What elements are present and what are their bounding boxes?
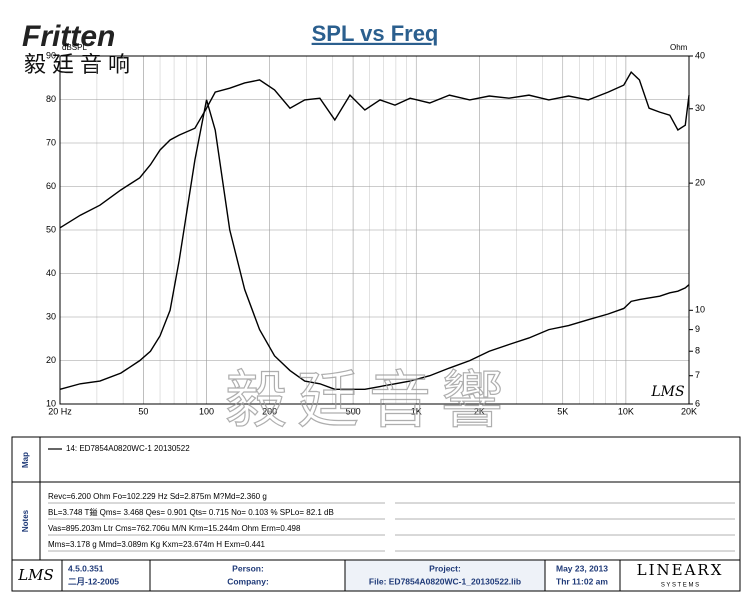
x-tick-label: 1K xyxy=(411,406,422,416)
y2-tick-label: 9 xyxy=(695,324,700,334)
y-tick-label: 10 xyxy=(46,398,56,408)
y2-tick-label: 7 xyxy=(695,370,700,380)
series-line xyxy=(59,99,690,391)
y-axis-label: dBSPL xyxy=(62,43,87,52)
watermark: 毅廷音響 xyxy=(225,366,513,435)
y-tick-label: 40 xyxy=(46,268,56,278)
plot-mark: LMS xyxy=(650,384,684,400)
y-tick-label: 60 xyxy=(46,181,56,191)
y2-axis-label: Ohm xyxy=(670,43,688,52)
x-tick-label: 5K xyxy=(557,406,568,416)
notes-label: Notes xyxy=(21,509,30,532)
chart-title: SPL vs Freq xyxy=(312,21,439,46)
y-tick-label: 20 xyxy=(46,355,56,365)
maker: LINEARX xyxy=(637,561,724,579)
version: 4.5.0.351 xyxy=(68,563,104,573)
plot-area: 20 Hz 50 100 200 500 1K 2K 5K 10K 20K 10 20 30 40 50 60… xyxy=(46,50,705,416)
person: Person: xyxy=(232,563,264,573)
y2-tick-label: 10 xyxy=(695,305,705,315)
brand: Fritten xyxy=(22,20,115,53)
y-tick-label: 70 xyxy=(46,137,56,147)
date: May 23, 2013 xyxy=(556,563,608,573)
y2-tick-label: 40 xyxy=(695,50,705,60)
note-line: Revc=6.200 Ohm Fo=102.229 Hz Sd=2.875m M… xyxy=(48,492,267,501)
file: File: ED7854A0820WC-1_20130522.lib xyxy=(369,576,521,586)
note-line: BL=3.748 T鎰 Qms= 3.468 Qes= 0.901 Qts= 0… xyxy=(48,507,334,517)
y2-tick-label: 8 xyxy=(695,346,700,356)
x-tick-label: 200 xyxy=(262,406,277,416)
y-tick-label: 50 xyxy=(46,224,56,234)
x-tick-label: 2K xyxy=(474,406,485,416)
y-tick-label: 80 xyxy=(46,94,56,104)
y2-tick-label: 30 xyxy=(695,103,705,113)
x-tick-label: 10K xyxy=(618,406,634,416)
footer: LMS 4.5.0.351 二月-12-2005 Person: Company… xyxy=(17,559,724,592)
y2-tick-label: 20 xyxy=(695,178,705,188)
note-line: Mms=3.178 g Mmd=3.089m Kg Kxm=23.674m H … xyxy=(48,540,266,549)
time: Thr 11:02 am xyxy=(556,576,608,586)
map-label: Map xyxy=(21,452,30,468)
x-tick-label: 20 Hz xyxy=(48,406,72,416)
notes: Revc=6.200 Ohm Fo=102.229 Hz Sd=2.875m M… xyxy=(48,492,735,552)
legend-label: 14: ED7854A0820WC-1 20130522 xyxy=(66,444,190,453)
x-tick-label: 20K xyxy=(681,406,697,416)
maker-sub: S Y S T E M S xyxy=(661,583,699,589)
project: Project: xyxy=(429,563,461,573)
company: Company: xyxy=(227,576,269,586)
build-date: 二月-12-2005 xyxy=(68,576,119,586)
plot-frame xyxy=(59,55,690,405)
series-line xyxy=(59,70,690,229)
x-tick-label: 50 xyxy=(138,406,148,416)
x-tick-label: 500 xyxy=(346,406,361,416)
y2-tick-label: 6 xyxy=(695,398,700,408)
y-tick-label: 30 xyxy=(46,311,56,321)
note-line: Vas=895.203m Ltr Cms=762.706u M/N Krm=15… xyxy=(48,524,301,533)
x-tick-label: 100 xyxy=(199,406,214,416)
footer-logo: LMS xyxy=(17,566,54,584)
y-tick-label: 90 xyxy=(46,50,56,60)
